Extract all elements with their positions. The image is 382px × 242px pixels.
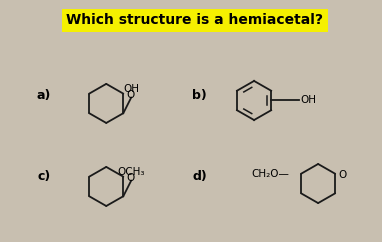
Text: d): d)	[193, 170, 207, 183]
Text: a): a)	[37, 89, 51, 102]
Text: O: O	[338, 170, 346, 180]
Text: OCH₃: OCH₃	[117, 167, 145, 177]
Text: b): b)	[193, 89, 207, 102]
Text: CH₂O—: CH₂O—	[251, 169, 289, 179]
Text: O: O	[126, 90, 134, 100]
Text: OH: OH	[123, 84, 139, 94]
Text: OH: OH	[301, 96, 317, 106]
Text: Which structure is a hemiacetal?: Which structure is a hemiacetal?	[66, 13, 324, 27]
Text: O: O	[126, 173, 134, 183]
Text: c): c)	[37, 170, 51, 183]
